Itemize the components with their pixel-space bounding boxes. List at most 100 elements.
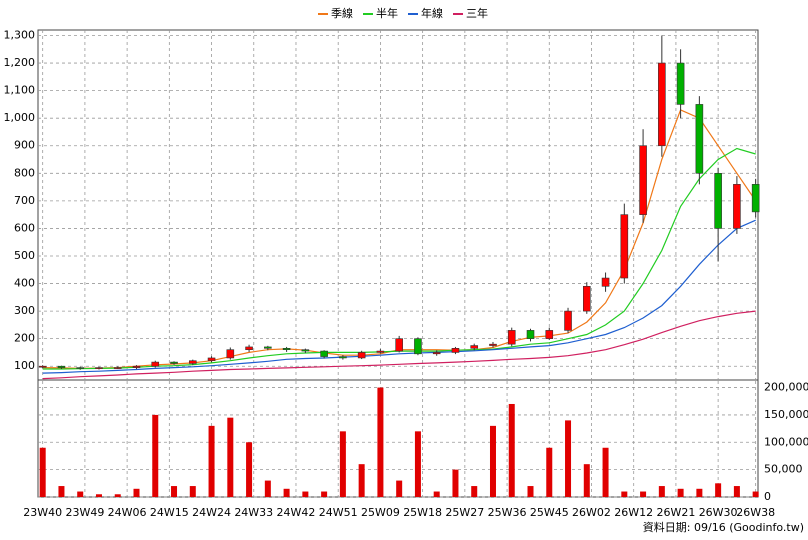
- volume-bar: [527, 486, 534, 497]
- volume-bar: [77, 491, 84, 497]
- legend-label: 半年: [376, 6, 398, 20]
- legend-label: 季線: [331, 6, 353, 20]
- volume-bar: [658, 486, 665, 497]
- y-tick-label: 200: [14, 332, 35, 345]
- volume-bar: [489, 425, 496, 497]
- volume-bar: [189, 486, 196, 497]
- y-tick-label: 300: [14, 304, 35, 317]
- x-tick-label: 23W40: [23, 506, 62, 519]
- x-tick-label: 25W18: [403, 506, 442, 519]
- volume-bar: [696, 488, 703, 497]
- candle-body: [658, 62, 666, 147]
- x-tick-label: 25W09: [361, 506, 400, 519]
- candle-body: [695, 104, 704, 174]
- y2-tick-label: 0: [764, 490, 771, 503]
- volume-bar: [39, 447, 46, 497]
- y-tick-label: 500: [14, 249, 35, 262]
- candle-body: [639, 145, 647, 215]
- volume-bar: [433, 491, 440, 497]
- y2-tick-label: 50,000: [764, 463, 803, 476]
- candle-body: [451, 348, 460, 353]
- x-tick-label: 24W33: [234, 506, 273, 519]
- candle-body: [357, 352, 366, 359]
- candle-body: [601, 277, 610, 287]
- y-tick-label: 1,200: [4, 56, 36, 69]
- x-tick-label: 24W06: [108, 506, 147, 519]
- y-tick-label: 600: [14, 221, 35, 234]
- x-tick-label: 26W02: [572, 506, 611, 519]
- volume-bar: [752, 491, 759, 497]
- candle-body: [414, 338, 422, 355]
- y-tick-label: 700: [14, 194, 35, 207]
- legend-label: 三年: [466, 6, 488, 20]
- candle-body: [432, 352, 441, 355]
- candle-body: [564, 310, 572, 331]
- volume-bar: [264, 480, 271, 497]
- candle-body: [170, 361, 178, 364]
- candle-body: [132, 365, 141, 368]
- candle-body: [620, 214, 629, 279]
- candle-body: [95, 367, 103, 369]
- candle-body: [245, 346, 253, 350]
- volume-bar: [508, 403, 515, 497]
- y-tick-label: 900: [14, 139, 35, 152]
- x-tick-label: 26W12: [614, 506, 653, 519]
- volume-bar: [208, 425, 215, 497]
- ma-line: [42, 219, 756, 374]
- x-tick-label: 25W36: [488, 506, 527, 519]
- candle-body: [188, 360, 197, 364]
- candle-body: [470, 345, 479, 349]
- volume-bar: [283, 488, 290, 497]
- candle-body: [751, 184, 760, 213]
- y-tick-label: 1,100: [4, 84, 36, 97]
- ma-line: [42, 310, 756, 380]
- candle-body: [320, 350, 328, 357]
- volume-bar: [640, 491, 647, 497]
- volume-bar: [246, 442, 253, 497]
- candle-body: [526, 330, 535, 339]
- price-frame: [37, 29, 759, 381]
- y2-tick-label: 150,000: [764, 408, 808, 421]
- x-tick-label: 24W15: [150, 506, 189, 519]
- candle-body: [733, 184, 741, 229]
- x-tick-label: 26W30: [699, 506, 738, 519]
- volume-bar: [546, 447, 553, 497]
- volume-bar: [377, 387, 384, 497]
- y2-tick-label: 200,000: [764, 381, 808, 394]
- volume-bar: [471, 486, 478, 497]
- candle-body: [301, 349, 310, 352]
- candle-body: [207, 357, 216, 362]
- volume-bar: [358, 464, 365, 497]
- candle-body: [113, 367, 122, 369]
- volume-bar: [414, 431, 421, 497]
- x-tick-label: 24W24: [192, 506, 231, 519]
- volume-bar: [152, 414, 159, 497]
- legend-label: 年線: [421, 6, 443, 20]
- volume-bar: [565, 420, 572, 497]
- candle-body: [264, 346, 272, 349]
- x-tick-label: 24W51: [319, 506, 358, 519]
- x-tick-label: 25W27: [445, 506, 484, 519]
- candle-body: [376, 350, 385, 353]
- volume-bar: [715, 483, 722, 497]
- volume-bar: [396, 480, 403, 497]
- candle-body: [38, 365, 47, 368]
- candle-body: [339, 356, 347, 359]
- y-tick-label: 400: [14, 277, 35, 290]
- y-tick-label: 800: [14, 166, 35, 179]
- volume-bar: [339, 431, 346, 497]
- volume-bar: [114, 494, 121, 497]
- legend: 季線 半年 年線 三年: [318, 6, 488, 20]
- volume-bar: [733, 486, 740, 497]
- candle-body: [76, 367, 85, 369]
- x-tick-label: 26W38: [736, 506, 775, 519]
- candle-body: [226, 349, 235, 359]
- volume-bar: [133, 488, 140, 497]
- ma-line: [42, 109, 757, 370]
- volume-bar: [227, 417, 234, 497]
- y-tick-label: 1,000: [4, 111, 36, 124]
- volume-bar: [621, 491, 628, 497]
- volume-bar: [602, 447, 609, 497]
- x-tick-label: 25W45: [530, 506, 569, 519]
